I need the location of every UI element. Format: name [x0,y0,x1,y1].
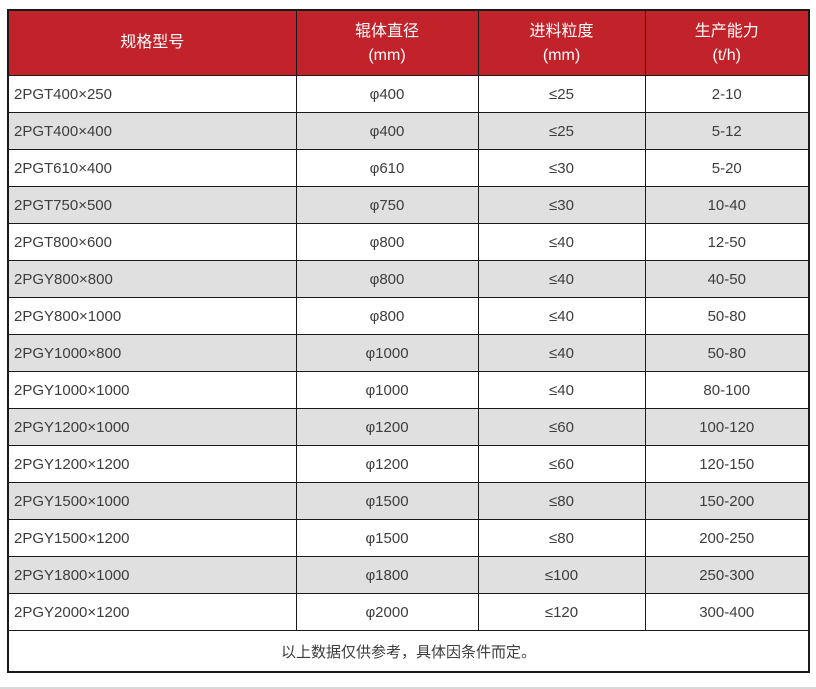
table-footnote: 以上数据仅供参考，具体因条件而定。 [7,630,810,673]
cell-feed-size: ≤60 [477,445,646,483]
cell-feed-size: ≤40 [477,371,646,409]
col-header-feed-size-title: 进料粒度 [529,23,594,40]
col-header-capacity: 生产能力 (t/h) [644,9,810,76]
table-row: 2PGY1500×1000 φ1500 ≤80 150-200 [7,482,810,520]
cell-capacity: 250-300 [644,556,810,594]
cell-capacity: 100-120 [644,408,810,446]
cell-roller-diameter: φ610 [295,149,479,187]
cell-capacity: 120-150 [644,445,810,483]
cell-feed-size: ≤40 [477,260,646,298]
cell-capacity: 300-400 [644,593,810,631]
table-row: 2PGY800×800 φ800 ≤40 40-50 [7,260,810,298]
cell-capacity: 150-200 [644,482,810,520]
cell-model: 2PGT610×400 [7,149,297,187]
cell-capacity: 10-40 [644,186,810,224]
cell-roller-diameter: φ800 [295,297,479,335]
table-row: 2PGY1200×1200 φ1200 ≤60 120-150 [7,445,810,483]
footnote-row: 以上数据仅供参考，具体因条件而定。 [7,630,810,673]
col-header-roller-diameter: 辊体直径 (mm) [295,9,479,76]
cell-capacity: 5-12 [644,112,810,150]
cell-model: 2PGT750×500 [7,186,297,224]
cell-feed-size: ≤40 [477,297,646,335]
table-row: 2PGY1200×1000 φ1200 ≤60 100-120 [7,408,810,446]
cell-model: 2PGY1200×1000 [7,408,297,446]
cell-feed-size: ≤25 [477,75,646,113]
cell-model: 2PGT800×600 [7,223,297,261]
cell-model: 2PGT400×400 [7,112,297,150]
table-row: 2PGT400×250 φ400 ≤25 2-10 [7,75,810,113]
cell-roller-diameter: φ1200 [295,408,479,446]
cell-feed-size: ≤120 [477,593,646,631]
cell-model: 2PGY2000×1200 [7,593,297,631]
cell-roller-diameter: φ1800 [295,556,479,594]
cell-feed-size: ≤40 [477,334,646,372]
col-header-roller-diameter-unit: (mm) [368,46,406,64]
cell-feed-size: ≤80 [477,519,646,557]
col-header-feed-size: 进料粒度 (mm) [477,9,646,76]
cell-capacity: 200-250 [644,519,810,557]
cell-model: 2PGY1200×1200 [7,445,297,483]
table-row: 2PGY800×1000 φ800 ≤40 50-80 [7,297,810,335]
cell-capacity: 50-80 [644,297,810,335]
cell-feed-size: ≤60 [477,408,646,446]
cell-roller-diameter: φ750 [295,186,479,224]
cell-capacity: 80-100 [644,371,810,409]
cell-feed-size: ≤80 [477,482,646,520]
cell-roller-diameter: φ1500 [295,482,479,520]
table-row: 2PGY1000×800 φ1000 ≤40 50-80 [7,334,810,372]
cell-capacity: 5-20 [644,149,810,187]
cell-roller-diameter: φ1000 [295,371,479,409]
cell-roller-diameter: φ800 [295,260,479,298]
header-row: 规格型号 辊体直径 (mm) 进料粒度 (mm) 生产能力 (t/h) [7,9,810,76]
table-row: 2PGY1800×1000 φ1800 ≤100 250-300 [7,556,810,594]
cell-roller-diameter: φ1000 [295,334,479,372]
cell-model: 2PGT400×250 [7,75,297,113]
cell-model: 2PGY1500×1200 [7,519,297,557]
cell-model: 2PGY1000×1000 [7,371,297,409]
table-header: 规格型号 辊体直径 (mm) 进料粒度 (mm) 生产能力 (t/h) [7,9,810,76]
table-row: 2PGY1000×1000 φ1000 ≤40 80-100 [7,371,810,409]
cell-capacity: 40-50 [644,260,810,298]
table-row: 2PGT610×400 φ610 ≤30 5-20 [7,149,810,187]
cell-roller-diameter: φ400 [295,75,479,113]
col-header-roller-diameter-title: 辊体直径 [354,23,419,40]
table-row: 2PGT750×500 φ750 ≤30 10-40 [7,186,810,224]
cell-feed-size: ≤30 [477,186,646,224]
col-header-capacity-unit: (t/h) [712,46,741,64]
cell-roller-diameter: φ800 [295,223,479,261]
col-header-capacity-title: 生产能力 [694,23,759,40]
cell-model: 2PGY1500×1000 [7,482,297,520]
cell-roller-diameter: φ1500 [295,519,479,557]
col-header-model: 规格型号 [7,9,297,76]
cell-feed-size: ≤100 [477,556,646,594]
cell-capacity: 50-80 [644,334,810,372]
table-row: 2PGT400×400 φ400 ≤25 5-12 [7,112,810,150]
cell-capacity: 2-10 [644,75,810,113]
cell-roller-diameter: φ2000 [295,593,479,631]
col-header-feed-size-unit: (mm) [542,46,581,64]
table-row: 2PGT800×600 φ800 ≤40 12-50 [7,223,810,261]
cell-model: 2PGY800×1000 [7,297,297,335]
table-row: 2PGY2000×1200 φ2000 ≤120 300-400 [7,593,810,631]
page-bottom-shadow [0,687,816,689]
cell-feed-size: ≤40 [477,223,646,261]
cell-feed-size: ≤25 [477,112,646,150]
cell-roller-diameter: φ400 [295,112,479,150]
cell-model: 2PGY1800×1000 [7,556,297,594]
spec-table-container: 规格型号 辊体直径 (mm) 进料粒度 (mm) 生产能力 (t/h) 2PGT… [7,9,810,673]
cell-feed-size: ≤30 [477,149,646,187]
cell-roller-diameter: φ1200 [295,445,479,483]
cell-model: 2PGY800×800 [7,260,297,298]
cell-capacity: 12-50 [644,223,810,261]
table-body: 2PGT400×250 φ400 ≤25 2-10 2PGT400×400 φ4… [7,75,810,631]
spec-table: 规格型号 辊体直径 (mm) 进料粒度 (mm) 生产能力 (t/h) 2PGT… [7,9,810,673]
table-row: 2PGY1500×1200 φ1500 ≤80 200-250 [7,519,810,557]
table-footer: 以上数据仅供参考，具体因条件而定。 [7,630,810,673]
col-header-model-title: 规格型号 [120,34,185,52]
cell-model: 2PGY1000×800 [7,334,297,372]
